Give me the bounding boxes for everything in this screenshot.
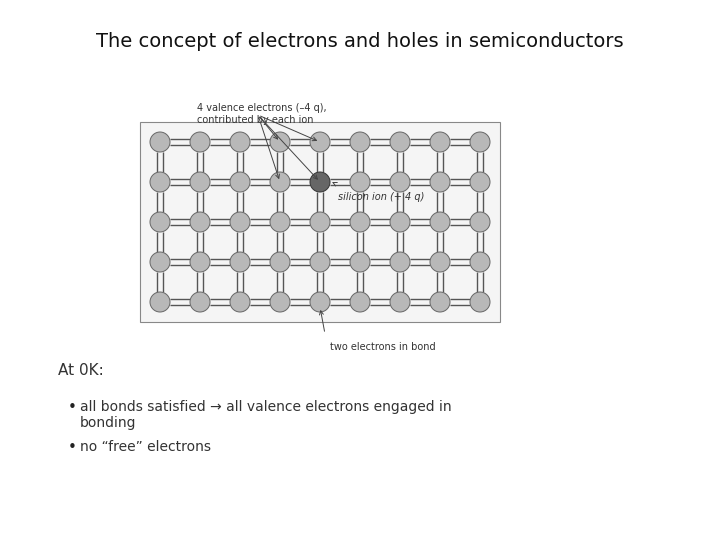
Circle shape (430, 172, 450, 192)
Circle shape (390, 212, 410, 232)
Circle shape (270, 292, 290, 312)
Circle shape (230, 172, 250, 192)
Circle shape (270, 212, 290, 232)
Circle shape (230, 292, 250, 312)
Circle shape (270, 252, 290, 272)
Circle shape (430, 132, 450, 152)
Text: •: • (68, 440, 77, 455)
Circle shape (190, 132, 210, 152)
Circle shape (430, 292, 450, 312)
Circle shape (310, 172, 330, 192)
Circle shape (390, 132, 410, 152)
Circle shape (150, 132, 170, 152)
Circle shape (350, 252, 370, 272)
Circle shape (470, 292, 490, 312)
Text: two electrons in bond: two electrons in bond (330, 342, 436, 352)
Circle shape (470, 252, 490, 272)
Text: At 0K:: At 0K: (58, 363, 104, 378)
Circle shape (270, 132, 290, 152)
Circle shape (150, 252, 170, 272)
Circle shape (470, 172, 490, 192)
Circle shape (390, 292, 410, 312)
Text: 4 valence electrons (–4 q),
contributed by each ion: 4 valence electrons (–4 q), contributed … (197, 103, 327, 125)
Bar (140, 122, 500, 322)
Circle shape (150, 292, 170, 312)
Text: bonding: bonding (80, 416, 137, 430)
Circle shape (310, 212, 330, 232)
Circle shape (470, 212, 490, 232)
Text: no “free” electrons: no “free” electrons (80, 440, 211, 454)
Text: •: • (68, 400, 77, 415)
Text: all bonds satisfied → all valence electrons engaged in: all bonds satisfied → all valence electr… (80, 400, 451, 414)
Text: The concept of electrons and holes in semiconductors: The concept of electrons and holes in se… (96, 32, 624, 51)
Circle shape (230, 252, 250, 272)
Circle shape (350, 172, 370, 192)
Circle shape (150, 212, 170, 232)
Circle shape (310, 252, 330, 272)
Circle shape (190, 292, 210, 312)
Circle shape (350, 212, 370, 232)
Circle shape (390, 172, 410, 192)
Text: silicon ion (+ 4 q): silicon ion (+ 4 q) (338, 192, 424, 202)
Circle shape (270, 172, 290, 192)
Circle shape (310, 132, 330, 152)
Circle shape (430, 252, 450, 272)
Circle shape (230, 212, 250, 232)
Circle shape (470, 132, 490, 152)
Circle shape (390, 252, 410, 272)
Circle shape (350, 292, 370, 312)
Circle shape (150, 172, 170, 192)
Circle shape (350, 132, 370, 152)
Circle shape (190, 212, 210, 232)
Circle shape (230, 132, 250, 152)
Circle shape (190, 252, 210, 272)
Circle shape (430, 212, 450, 232)
Circle shape (190, 172, 210, 192)
Circle shape (310, 292, 330, 312)
